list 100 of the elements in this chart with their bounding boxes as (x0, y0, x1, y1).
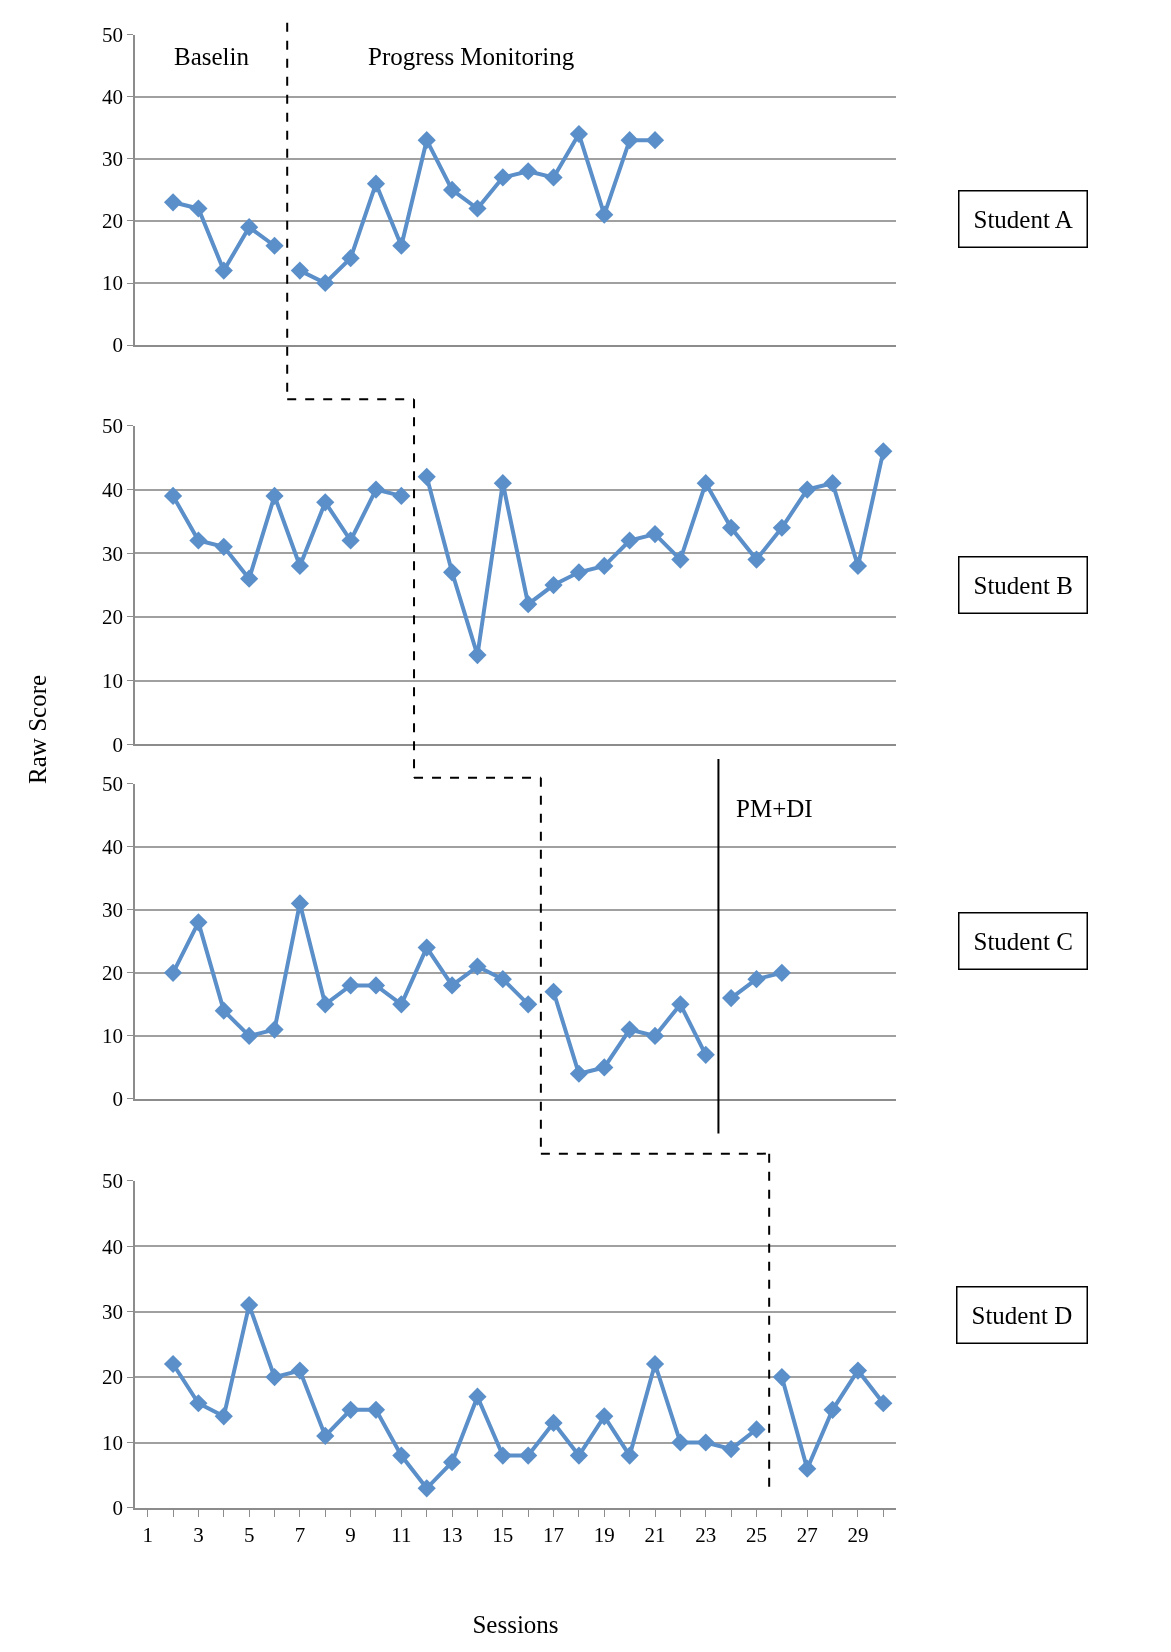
point (645, 1354, 665, 1374)
point (823, 1400, 842, 1419)
point (569, 563, 589, 582)
point (848, 1361, 868, 1380)
y-tick-label: 10 (102, 271, 124, 296)
point (290, 1361, 309, 1380)
x-tick-label: 13 (441, 1522, 463, 1547)
point (189, 199, 208, 218)
point (747, 550, 766, 569)
point (468, 645, 487, 665)
point (696, 1433, 715, 1452)
point (240, 1026, 259, 1045)
point (772, 518, 791, 537)
y-tick-label: 40 (102, 835, 124, 860)
point (341, 976, 360, 995)
point (341, 249, 360, 268)
x-tick-label: 23 (695, 1522, 717, 1547)
point (214, 261, 233, 280)
point (163, 963, 183, 982)
point (316, 273, 335, 293)
point (671, 995, 690, 1014)
point (417, 467, 436, 486)
point (823, 474, 842, 493)
point (696, 1045, 715, 1064)
point (747, 970, 766, 989)
point (645, 131, 665, 150)
text: Student B (973, 571, 1073, 599)
point (392, 1446, 411, 1465)
point (214, 537, 233, 556)
point (519, 995, 538, 1014)
x-tick-label: 11 (391, 1522, 412, 1547)
point (645, 1026, 665, 1045)
y-tick-label: 20 (102, 209, 124, 234)
point (163, 193, 183, 212)
point (417, 938, 436, 957)
x-axis-title: Sessions (472, 1611, 559, 1639)
point (798, 480, 817, 499)
x-tick-label: 15 (492, 1522, 514, 1547)
point (316, 1426, 335, 1446)
point (189, 531, 208, 550)
point (595, 1407, 614, 1426)
y-tick-label: 30 (102, 898, 124, 923)
y-tick-label: 20 (102, 1365, 124, 1390)
point (671, 1433, 690, 1452)
point (874, 442, 893, 461)
point (214, 1407, 233, 1426)
point (519, 162, 538, 181)
y-tick-label: 30 (102, 1299, 124, 1324)
point (519, 1446, 538, 1465)
point (442, 1453, 462, 1472)
point (316, 493, 335, 512)
y-tick-label: 50 (102, 23, 124, 48)
point (772, 1367, 791, 1387)
point (620, 1446, 639, 1465)
point (240, 1296, 259, 1315)
point (189, 1394, 208, 1413)
point (671, 550, 690, 569)
point (240, 218, 259, 237)
point (722, 988, 741, 1008)
y-tick-label: 0 (112, 1496, 124, 1521)
point (747, 1420, 766, 1439)
point (620, 531, 639, 550)
point (722, 518, 741, 537)
point (265, 1020, 284, 1039)
y-tick-label: 40 (102, 1234, 124, 1259)
y-tick-label: 10 (102, 668, 124, 693)
text: Student C (973, 927, 1073, 955)
point (569, 124, 589, 144)
y-tick-label: 50 (102, 771, 124, 796)
point (468, 957, 487, 976)
y-axis-title: Raw Score (24, 674, 52, 784)
y-tick-label: 30 (102, 541, 124, 566)
y-tick-label: 50 (102, 1169, 124, 1194)
point (392, 236, 411, 255)
x-tick-label: 17 (543, 1522, 565, 1547)
point (265, 486, 284, 506)
point (620, 131, 639, 150)
point (696, 474, 715, 493)
point (417, 1479, 436, 1498)
x-tick-label: 29 (847, 1522, 869, 1547)
y-tick-label: 40 (102, 85, 124, 110)
x-tick-label: 7 (294, 1522, 306, 1547)
x-tick-label: 9 (345, 1522, 356, 1547)
point (544, 1413, 563, 1432)
y-tick-label: 20 (102, 605, 124, 630)
point (366, 480, 386, 499)
annotation: Baselin (174, 43, 250, 70)
point (189, 913, 208, 932)
point (240, 569, 259, 588)
point (214, 1001, 233, 1020)
point (163, 1354, 183, 1374)
point (493, 970, 512, 989)
point (645, 525, 665, 544)
x-tick-label: 5 (243, 1522, 255, 1547)
point (392, 995, 411, 1014)
point (290, 261, 309, 280)
x-tick-label: 3 (193, 1522, 204, 1547)
y-tick-label: 50 (102, 414, 124, 439)
point (265, 236, 284, 255)
point (290, 556, 309, 576)
